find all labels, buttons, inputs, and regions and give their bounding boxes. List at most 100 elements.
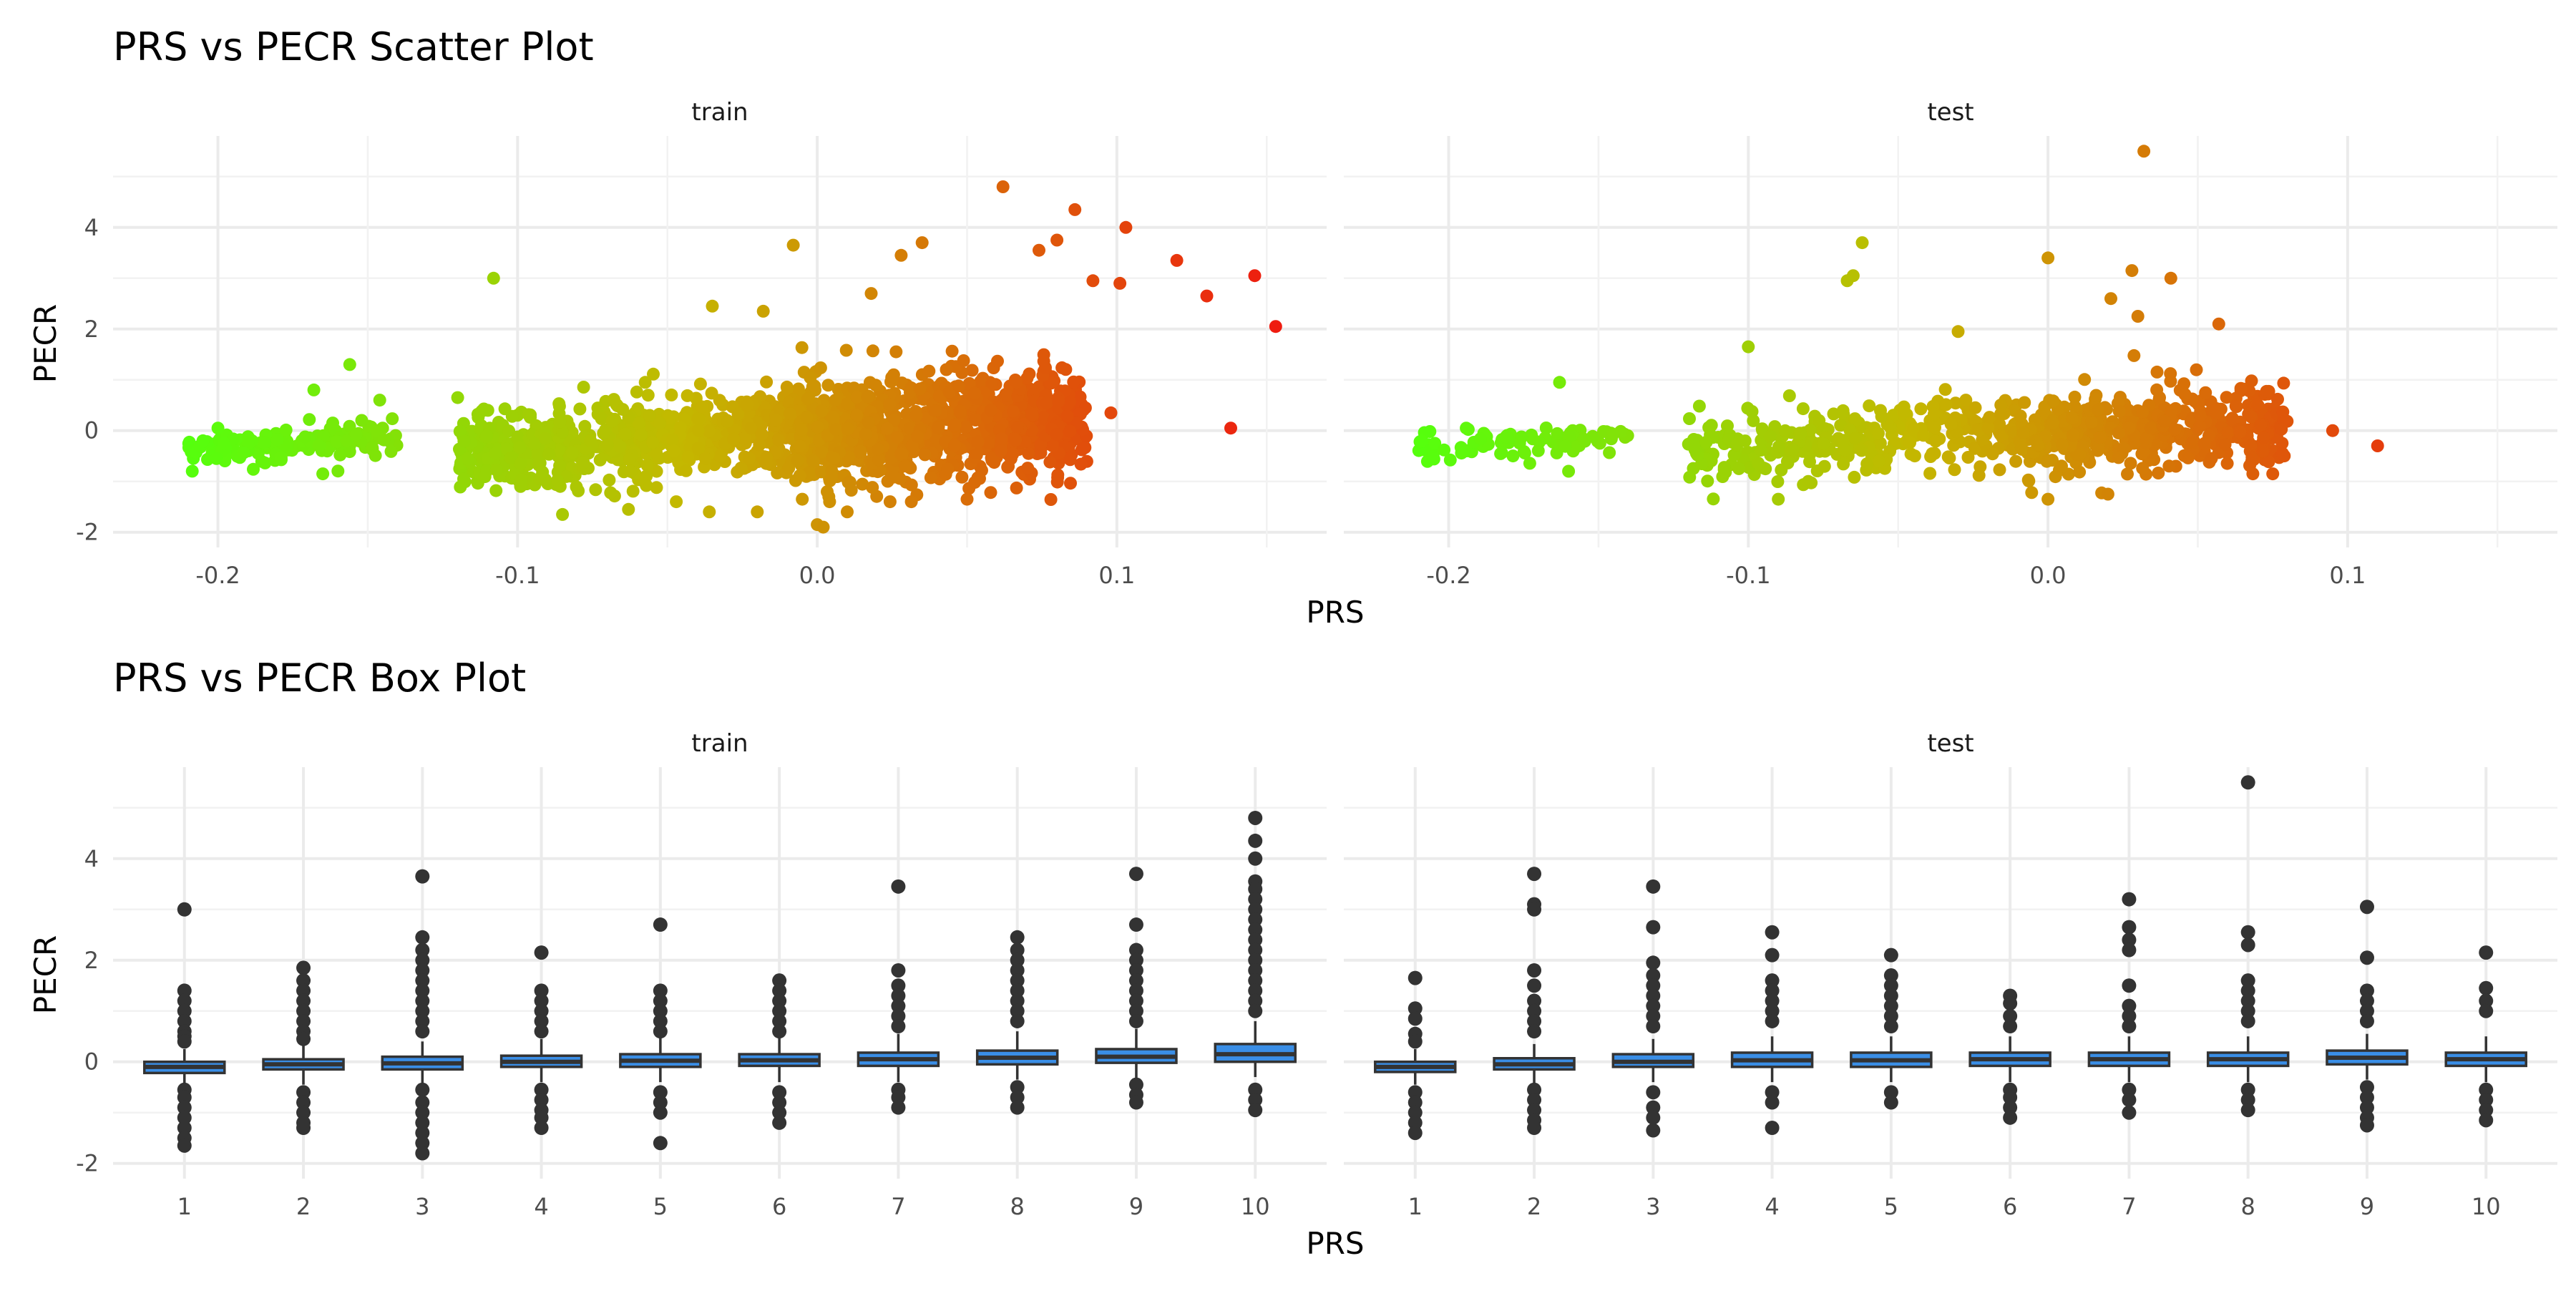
scatter-point — [1460, 422, 1473, 435]
box-outlier — [891, 879, 906, 894]
box-outlier — [772, 973, 787, 988]
scatter-point — [2112, 404, 2126, 418]
scatter-point — [577, 456, 590, 469]
scatter-point — [333, 448, 347, 462]
scatter-point — [1603, 446, 1616, 459]
box-outlier — [1248, 1003, 1263, 1018]
scatter-point — [1011, 421, 1024, 434]
scatter-point — [340, 434, 353, 447]
scatter-point — [2220, 457, 2234, 470]
scatter-point — [2101, 487, 2114, 501]
box-outlier — [2479, 993, 2494, 1008]
scatter-point — [932, 389, 946, 403]
scatter-point — [1782, 389, 1796, 402]
scatter-point — [850, 391, 864, 404]
scatter-point — [815, 404, 829, 418]
scatter-point — [844, 484, 858, 497]
scatter-point — [307, 383, 321, 396]
scatter-point — [2104, 292, 2117, 306]
scatter-point — [1518, 447, 1531, 459]
scatter-point — [890, 431, 904, 444]
scatter-point — [913, 382, 927, 396]
scatter-point — [903, 386, 917, 399]
scatter-point — [2193, 409, 2207, 422]
scatter-point — [932, 422, 945, 435]
scatter-point — [2371, 439, 2384, 452]
box-outlier — [1010, 1080, 1025, 1095]
y-tick-label: 4 — [84, 845, 99, 872]
box-outlier — [1248, 1092, 1263, 1107]
box-outlier — [1646, 879, 1661, 894]
scatter-point — [489, 463, 503, 477]
scatter-point — [2152, 467, 2165, 479]
scatter-point — [641, 389, 655, 402]
scatter-point — [2016, 426, 2030, 439]
scatter-point — [247, 462, 260, 476]
scatter-point — [1855, 444, 1868, 457]
box-outlier — [1010, 1013, 1025, 1028]
scatter-point — [816, 520, 830, 534]
scatter-point — [821, 485, 834, 499]
box-outlier — [772, 983, 787, 998]
box-outlier — [1128, 963, 1143, 978]
scatter-point — [909, 409, 923, 422]
scatter-point — [386, 412, 399, 426]
scatter-point — [1113, 276, 1127, 290]
box-outlier — [177, 902, 192, 917]
x-tick-label: 8 — [1010, 1193, 1025, 1220]
scatter-point — [1778, 424, 1792, 437]
box-outlier — [296, 960, 311, 975]
scatter-point — [1704, 419, 1718, 432]
box-outlier — [177, 1013, 192, 1028]
scatter-point — [2244, 439, 2258, 452]
box-outlier — [1883, 1095, 1898, 1110]
scatter-point — [650, 446, 663, 459]
scatter-point — [953, 404, 967, 418]
scatter-point — [185, 464, 199, 478]
scatter-point — [760, 375, 774, 389]
scatter-point — [522, 408, 535, 422]
scatter-point — [1051, 468, 1065, 482]
scatter-test-grid — [1344, 136, 2557, 547]
box-outlier — [1128, 953, 1143, 968]
x-tick-label: 6 — [772, 1193, 786, 1220]
scatter-point — [841, 422, 854, 436]
box-outlier — [1010, 963, 1025, 978]
box-outlier — [2479, 1082, 2494, 1097]
box-outlier — [296, 1105, 311, 1120]
scatter-point — [1848, 432, 1862, 445]
scatter-point — [477, 402, 491, 416]
box-5 — [619, 917, 702, 1151]
scatter-test-ticks: -0.2 -0.1 0.0 0.1 — [1426, 562, 2366, 589]
scatter-point — [753, 438, 766, 452]
box-train-ticks: 1 2 3 4 5 6 7 8 9 10 -2 0 2 4 — [76, 845, 1270, 1220]
box-outlier — [891, 1090, 906, 1105]
box-4 — [1730, 925, 1814, 1136]
box-outlier — [891, 1008, 906, 1023]
x-tick-label: 9 — [2360, 1193, 2374, 1220]
scatter-point — [2127, 349, 2141, 362]
box-outlier — [1527, 1092, 1542, 1107]
scatter-point — [542, 447, 556, 461]
x-tick-label: 3 — [415, 1193, 429, 1220]
scatter-point — [640, 469, 653, 483]
box-8 — [2206, 775, 2290, 1118]
box-outlier — [296, 1003, 311, 1018]
scatter-point — [1021, 462, 1035, 475]
scatter-point — [2055, 459, 2068, 473]
scatter-point — [959, 420, 972, 434]
scatter-train-ticks: -0.2 -0.1 0.0 0.1 -2 0 2 4 — [76, 214, 1135, 589]
box-outlier — [1407, 970, 1423, 985]
scatter-point — [744, 422, 758, 435]
scatter-point — [1938, 383, 1952, 396]
box-outlier — [2003, 1090, 2018, 1105]
box-outlier — [296, 1031, 311, 1046]
scatter-x-axis-title: PRS — [1306, 595, 1364, 630]
scatter-point — [1948, 396, 1962, 410]
scatter-point — [995, 432, 1008, 445]
box-outlier — [1248, 882, 1263, 897]
box-outlier — [1248, 810, 1263, 825]
scatter-point — [854, 444, 867, 458]
scatter-point — [2266, 467, 2280, 481]
